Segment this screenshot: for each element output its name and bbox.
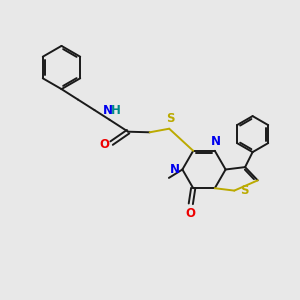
Text: S: S — [167, 112, 175, 125]
Text: S: S — [240, 184, 248, 197]
Text: N: N — [169, 163, 179, 176]
Text: N: N — [103, 104, 113, 117]
Text: O: O — [99, 138, 109, 151]
Text: O: O — [186, 207, 196, 220]
Text: N: N — [210, 135, 220, 148]
Text: H: H — [111, 104, 121, 117]
